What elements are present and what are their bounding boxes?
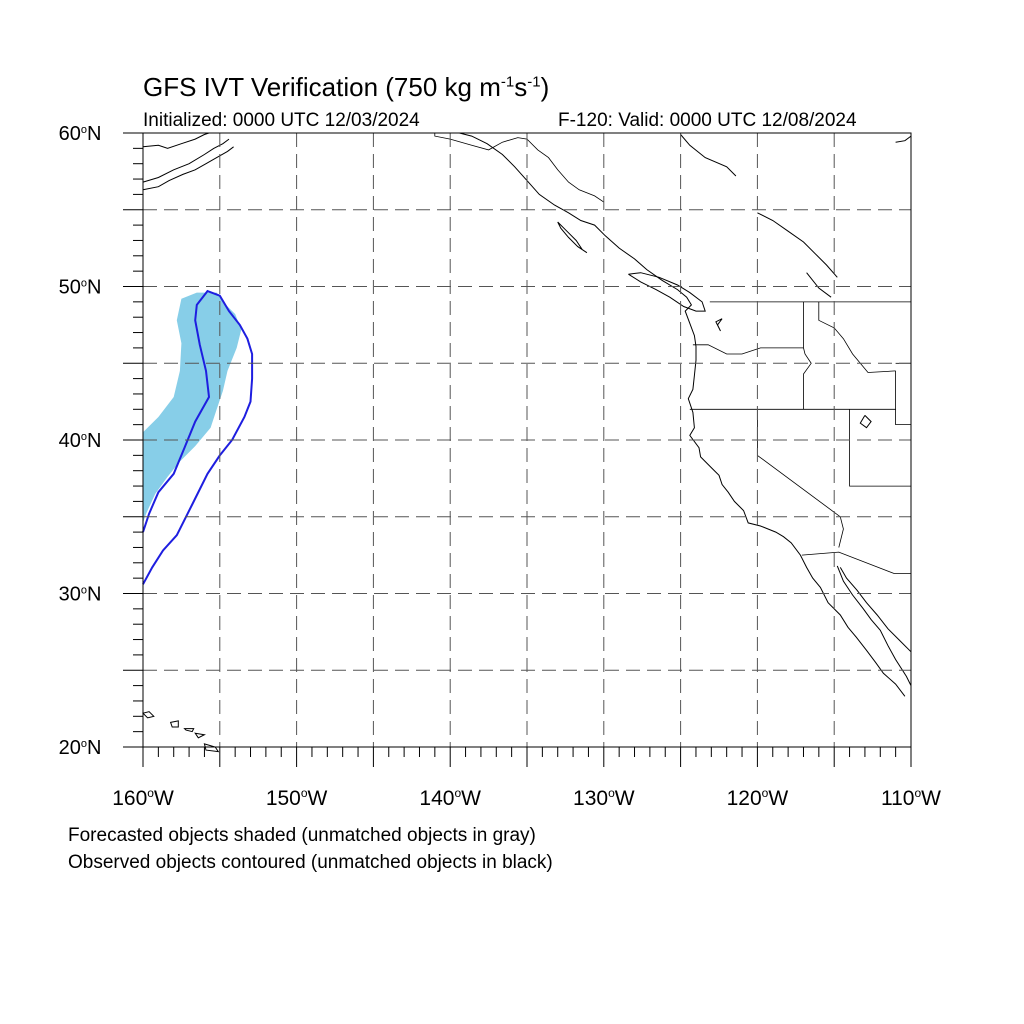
valid-time-label: F-120: Valid: 0000 UTC 12/08/2024: [558, 110, 857, 131]
hawaii-island: [183, 728, 195, 733]
lat-label: 50oN: [59, 277, 102, 299]
coastline-segment: [680, 134, 737, 177]
lon-label: 150oW: [266, 786, 328, 810]
coastline-segment: [557, 221, 588, 254]
political-border: [801, 551, 911, 574]
political-border: [692, 344, 804, 355]
hawaii-island: [194, 732, 206, 739]
forecast-object-layer: [143, 292, 242, 523]
gridline-layer: [143, 133, 911, 747]
axis-label-layer: 60oN 50oN 40oN 30oN 20oN 160oW 150oW 140oW 130oW…: [59, 123, 942, 810]
coastline-segment: [459, 132, 906, 697]
lon-label: 140oW: [419, 786, 481, 810]
coastline-segment: [806, 272, 832, 298]
map-frame: [142, 132, 912, 748]
political-border: [895, 370, 911, 426]
coastline-segment: [142, 146, 234, 191]
lon-label: 160oW: [112, 786, 174, 810]
coastline-segment: [895, 135, 912, 143]
lon-label: 130oW: [573, 786, 635, 810]
lat-label: 60oN: [59, 123, 102, 145]
political-border: [434, 133, 605, 203]
coastline-layer: [142, 132, 912, 753]
coastline-segment: [142, 132, 210, 149]
observed-note: Observed objects contoured (unmatched ob…: [68, 852, 553, 873]
political-border: [757, 409, 844, 548]
coastline-segment: [628, 272, 706, 312]
coastline-segment: [142, 138, 230, 183]
coastline-segment: [757, 212, 838, 278]
forecast-note: Forecasted objects shaded (unmatched obj…: [68, 825, 536, 846]
coastline-segment: [859, 415, 872, 429]
hawaii-island: [142, 711, 155, 719]
tick-layer: [123, 132, 912, 767]
political-border: [849, 409, 911, 487]
lat-label: 30oN: [59, 584, 102, 606]
observed-contour-layer: [142, 289, 254, 585]
coastline-segment: [836, 565, 912, 686]
hawaii-island: [203, 743, 220, 753]
political-border: [818, 301, 896, 373]
chart-title: GFS IVT Verification (750 kg m-1s-1): [143, 72, 550, 102]
lon-label: 120oW: [727, 786, 789, 810]
coastline-segment: [839, 567, 912, 653]
lat-label: 20oN: [59, 737, 102, 759]
forecast-object: [143, 292, 242, 523]
initialized-label: Initialized: 0000 UTC 12/03/2024: [143, 110, 420, 131]
hawaii-island: [169, 720, 179, 728]
coastline-segment: [715, 318, 723, 332]
lon-label: 110oW: [881, 786, 941, 810]
lat-label: 40oN: [59, 430, 102, 452]
political-border: [803, 301, 812, 410]
observed-object-contour: [142, 289, 254, 585]
